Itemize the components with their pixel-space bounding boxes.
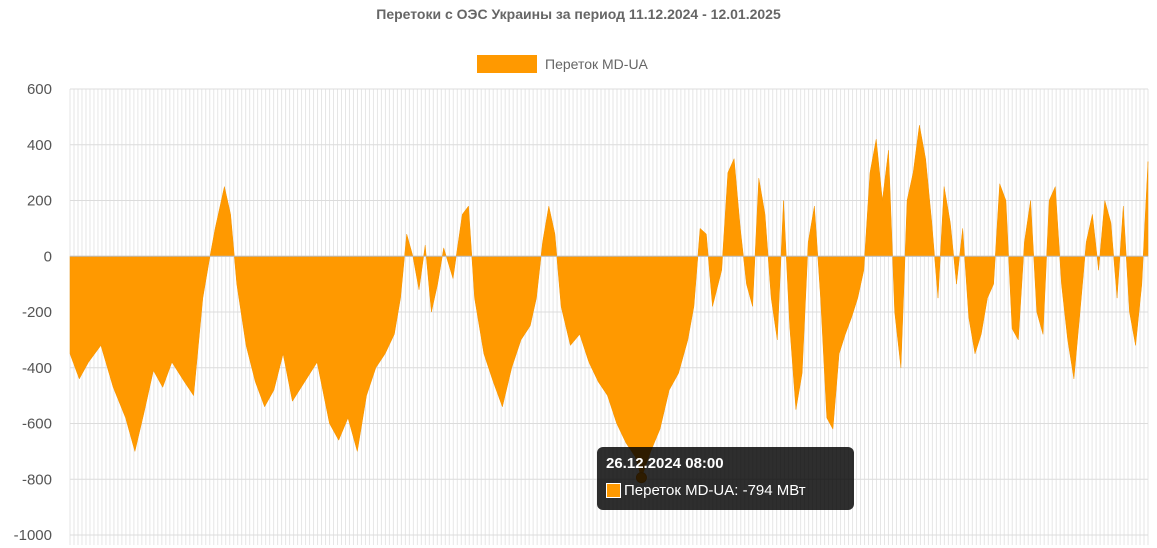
y-tick-label: 400 [27,137,52,154]
tooltip-date: 26.12.2024 08:00 [606,455,724,472]
y-tick-label: 200 [27,193,52,210]
tooltip-text: Переток MD-UA: -794 МВт [624,482,806,499]
tooltip-row: Переток MD-UA: -794 МВт [606,482,806,499]
chart-legend[interactable]: Переток MD-UA [477,55,648,73]
y-tick-label: -800 [22,471,52,488]
legend-label: Переток MD-UA [545,56,648,72]
tooltip: 26.12.2024 08:00 Переток MD-UA: -794 МВт [597,447,854,510]
tooltip-swatch [606,483,621,498]
y-axis-labels: 600 400 200 0 -200 -400 -600 -800 -1000 [14,81,52,544]
y-tick-label: -200 [22,304,52,321]
y-tick-label: 600 [27,81,52,98]
y-tick-label: -1000 [14,527,52,544]
y-tick-label: -400 [22,360,52,377]
chart-title: Перетоки с ОЭС Украины за период 11.12.2… [376,6,781,22]
series-area [69,125,1149,479]
legend-swatch [477,55,537,73]
y-tick-label: -600 [22,416,52,433]
y-tick-label: 0 [44,248,52,265]
